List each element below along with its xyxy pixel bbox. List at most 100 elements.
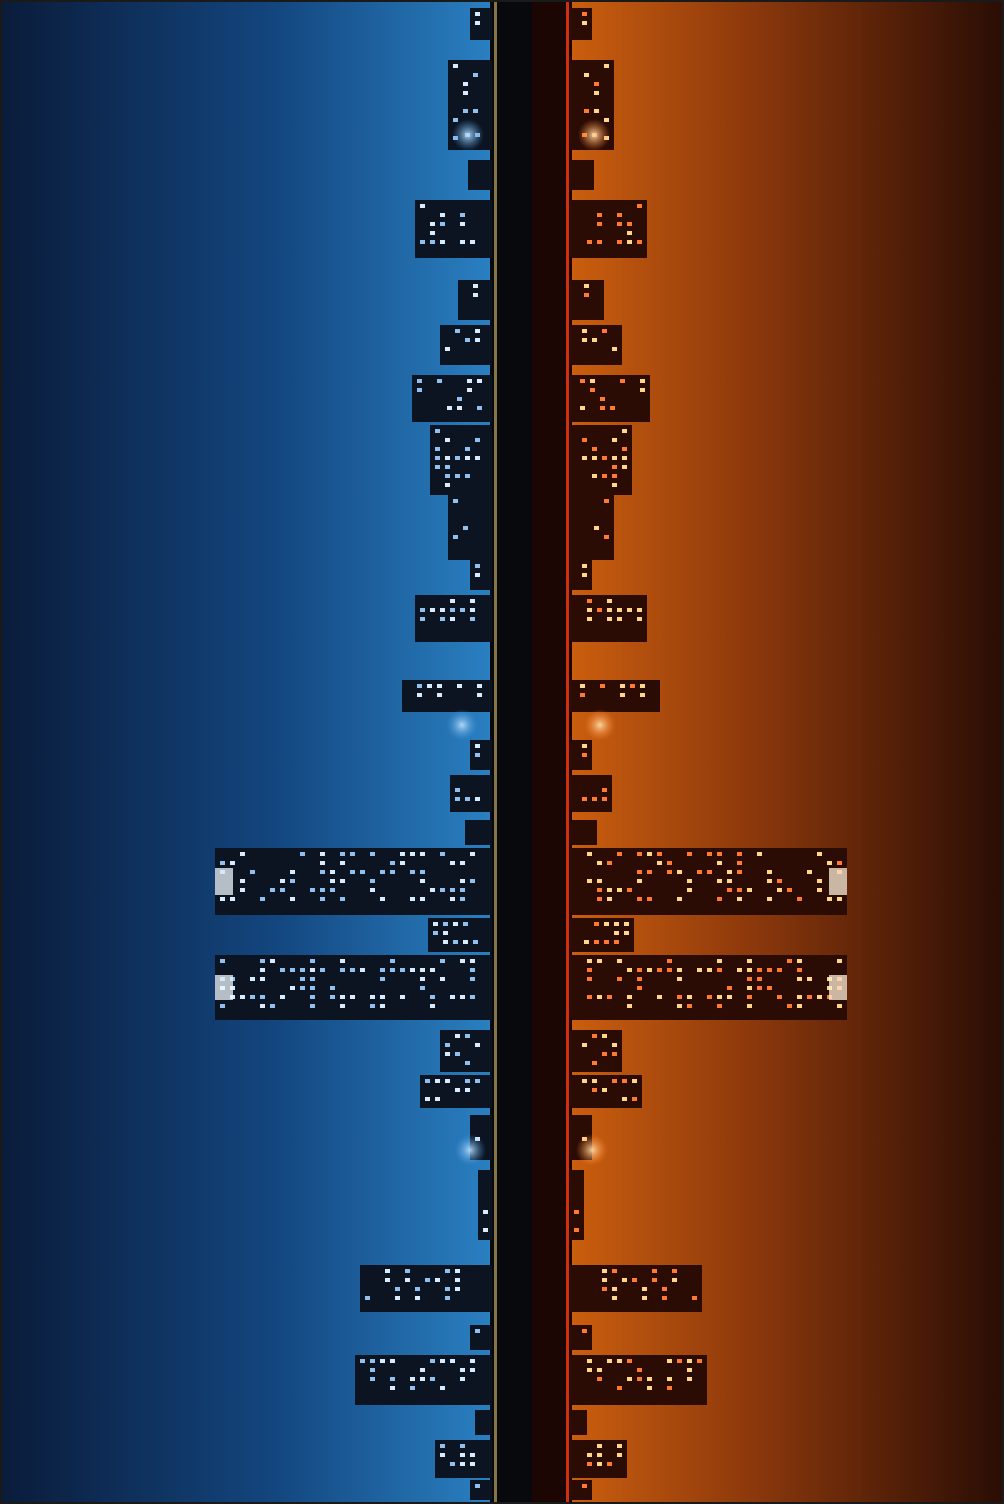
window (465, 1061, 470, 1065)
window (310, 995, 315, 999)
window (677, 897, 682, 901)
window (597, 897, 602, 901)
window (697, 1359, 702, 1363)
window (787, 888, 792, 892)
building (570, 955, 847, 1020)
window (410, 968, 415, 972)
window (617, 1386, 622, 1390)
building (215, 848, 492, 915)
tower-cap (215, 868, 233, 895)
window (600, 406, 605, 410)
window (607, 617, 612, 621)
window (594, 526, 599, 530)
window (787, 1004, 792, 1008)
window (477, 684, 482, 688)
window (340, 959, 345, 963)
window (270, 1004, 275, 1008)
window (807, 995, 812, 999)
window (627, 1359, 632, 1363)
window (470, 1359, 475, 1363)
window (584, 940, 589, 944)
window (632, 1278, 637, 1282)
river-right (532, 2, 572, 1502)
window (582, 744, 587, 748)
window (280, 888, 285, 892)
window (597, 861, 602, 865)
window (475, 456, 480, 460)
window (405, 1269, 410, 1273)
window (465, 456, 470, 460)
window (425, 1079, 430, 1083)
window (637, 240, 642, 244)
window (260, 897, 265, 901)
window (667, 861, 672, 865)
window (614, 940, 619, 944)
window (440, 240, 445, 244)
window (430, 995, 435, 999)
window (667, 1359, 672, 1363)
window (390, 861, 395, 865)
window (300, 977, 305, 981)
window (657, 995, 662, 999)
window (430, 888, 435, 892)
window (582, 1329, 587, 1333)
glow (576, 1134, 608, 1166)
glow (452, 119, 484, 151)
window (707, 852, 712, 856)
window (260, 1004, 265, 1008)
window (602, 456, 607, 460)
window (692, 1296, 697, 1300)
window (440, 222, 445, 226)
window (260, 977, 265, 981)
window (465, 338, 470, 342)
window (597, 608, 602, 612)
window (587, 1368, 592, 1372)
window (590, 379, 595, 383)
window (582, 12, 587, 16)
window (747, 968, 752, 972)
window (637, 608, 642, 612)
window (600, 397, 605, 401)
window (450, 888, 455, 892)
window (473, 284, 478, 288)
window (747, 986, 752, 990)
window (280, 968, 285, 972)
building (570, 8, 592, 40)
window (837, 959, 842, 963)
window (717, 879, 722, 883)
window (470, 959, 475, 963)
window (463, 91, 468, 95)
window (430, 240, 435, 244)
building (470, 1480, 492, 1500)
window (437, 379, 442, 383)
window (617, 1359, 622, 1363)
window (602, 1278, 607, 1282)
window (622, 465, 627, 469)
window (807, 977, 812, 981)
window (647, 968, 652, 972)
window (380, 870, 385, 874)
window (637, 977, 642, 981)
window (455, 1052, 460, 1056)
window (450, 995, 455, 999)
window (777, 995, 782, 999)
window (410, 852, 415, 856)
window (455, 1034, 460, 1038)
window (637, 879, 642, 883)
window (440, 1444, 445, 1448)
window (747, 959, 752, 963)
window (622, 447, 627, 451)
window (453, 499, 458, 503)
window (310, 968, 315, 972)
window (430, 231, 435, 235)
window (435, 1278, 440, 1282)
window (627, 608, 632, 612)
window (597, 1444, 602, 1448)
window (440, 213, 445, 217)
window (437, 693, 442, 697)
window (445, 465, 450, 469)
window (250, 995, 255, 999)
window (590, 388, 595, 392)
building (570, 848, 847, 915)
window (777, 888, 782, 892)
